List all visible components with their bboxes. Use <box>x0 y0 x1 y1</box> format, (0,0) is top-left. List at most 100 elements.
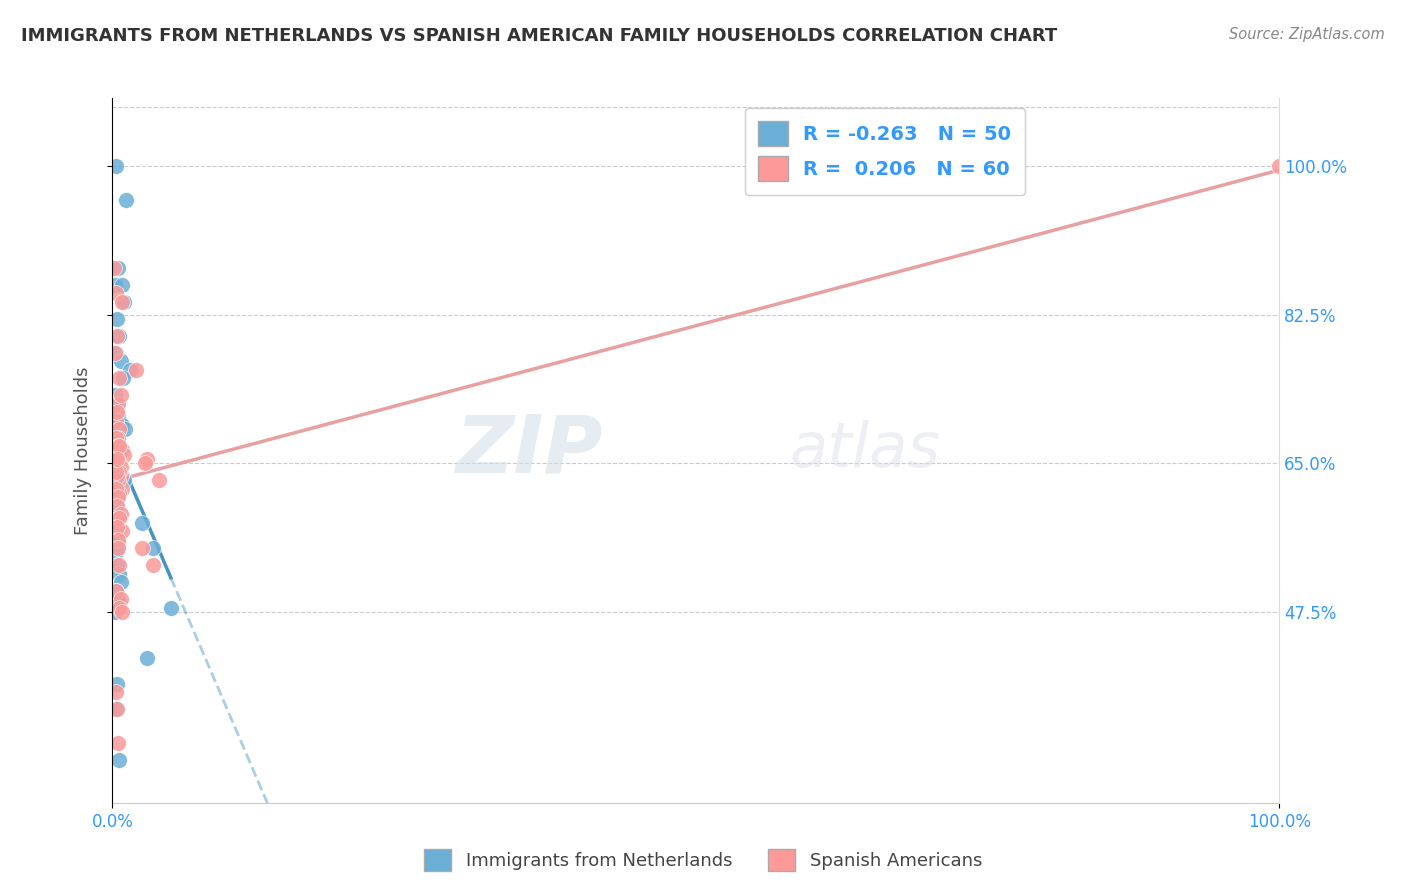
Point <box>104 286 127 301</box>
Point <box>111 482 134 496</box>
Y-axis label: Family Households: Family Households <box>73 367 91 534</box>
Text: Source: ZipAtlas.com: Source: ZipAtlas.com <box>1229 27 1385 42</box>
Point <box>107 397 129 411</box>
Point <box>105 452 128 467</box>
Point <box>108 448 131 462</box>
Point <box>104 477 127 491</box>
Point <box>108 439 131 453</box>
Point <box>104 277 127 292</box>
Point <box>105 499 128 513</box>
Point <box>105 558 128 572</box>
Text: ZIP: ZIP <box>456 411 603 490</box>
Point <box>104 388 127 402</box>
Point <box>104 685 127 699</box>
Point <box>108 456 131 470</box>
Point <box>108 329 131 343</box>
Point <box>104 346 127 360</box>
Point <box>107 541 129 555</box>
Point <box>107 409 129 424</box>
Point <box>111 417 134 432</box>
Point <box>107 490 129 504</box>
Point <box>125 363 148 377</box>
Point <box>110 354 132 368</box>
Point <box>105 456 128 470</box>
Point <box>104 431 127 445</box>
Point <box>105 499 128 513</box>
Point <box>105 702 128 716</box>
Point <box>110 443 132 458</box>
Point <box>104 465 127 479</box>
Point <box>104 473 127 487</box>
Point <box>136 651 159 665</box>
Point <box>107 736 129 750</box>
Point <box>108 753 131 767</box>
Point <box>104 583 127 598</box>
Point <box>107 431 129 445</box>
Point <box>105 677 128 691</box>
Point <box>111 443 134 458</box>
Point <box>142 558 165 572</box>
Point <box>104 452 127 467</box>
Point <box>104 605 127 619</box>
Point <box>136 452 159 467</box>
Legend: R = -0.263   N = 50, R =  0.206   N = 60: R = -0.263 N = 50, R = 0.206 N = 60 <box>745 108 1025 194</box>
Point <box>1268 159 1291 173</box>
Point <box>104 434 127 449</box>
Point <box>108 600 131 615</box>
Point <box>105 329 128 343</box>
Point <box>108 558 131 572</box>
Point <box>107 473 129 487</box>
Point <box>111 294 134 309</box>
Point <box>107 533 129 547</box>
Point <box>110 469 132 483</box>
Point <box>105 397 128 411</box>
Point <box>111 469 134 483</box>
Point <box>105 311 128 326</box>
Legend: Immigrants from Netherlands, Spanish Americans: Immigrants from Netherlands, Spanish Ame… <box>416 842 990 879</box>
Point <box>107 460 129 475</box>
Point <box>108 422 131 436</box>
Point <box>112 294 135 309</box>
Point <box>105 431 128 445</box>
Point <box>104 434 127 449</box>
Point <box>112 473 135 487</box>
Point <box>110 592 132 607</box>
Point <box>108 414 131 428</box>
Point <box>105 452 128 467</box>
Point <box>104 426 127 441</box>
Point <box>110 507 132 521</box>
Point <box>108 371 131 385</box>
Point <box>148 473 170 487</box>
Point <box>110 388 132 402</box>
Point <box>107 439 129 453</box>
Point <box>105 520 128 534</box>
Text: IMMIGRANTS FROM NETHERLANDS VS SPANISH AMERICAN FAMILY HOUSEHOLDS CORRELATION CH: IMMIGRANTS FROM NETHERLANDS VS SPANISH A… <box>21 27 1057 45</box>
Point <box>111 277 134 292</box>
Point <box>104 414 127 428</box>
Point <box>104 545 127 559</box>
Point <box>107 465 129 479</box>
Point <box>104 583 127 598</box>
Point <box>134 456 156 470</box>
Point <box>112 448 135 462</box>
Point <box>104 405 127 419</box>
Point <box>111 524 134 538</box>
Point <box>104 702 127 716</box>
Point <box>104 465 127 479</box>
Point <box>107 592 129 607</box>
Point <box>104 456 127 470</box>
Point <box>131 541 153 555</box>
Point <box>104 346 127 360</box>
Point <box>107 260 129 275</box>
Point <box>104 460 127 475</box>
Point <box>107 537 129 551</box>
Point <box>105 469 128 483</box>
Point <box>108 482 131 496</box>
Point <box>111 371 134 385</box>
Point <box>110 575 132 590</box>
Point <box>108 566 131 581</box>
Point <box>160 600 183 615</box>
Point <box>118 363 141 377</box>
Point <box>104 482 127 496</box>
Point <box>111 605 134 619</box>
